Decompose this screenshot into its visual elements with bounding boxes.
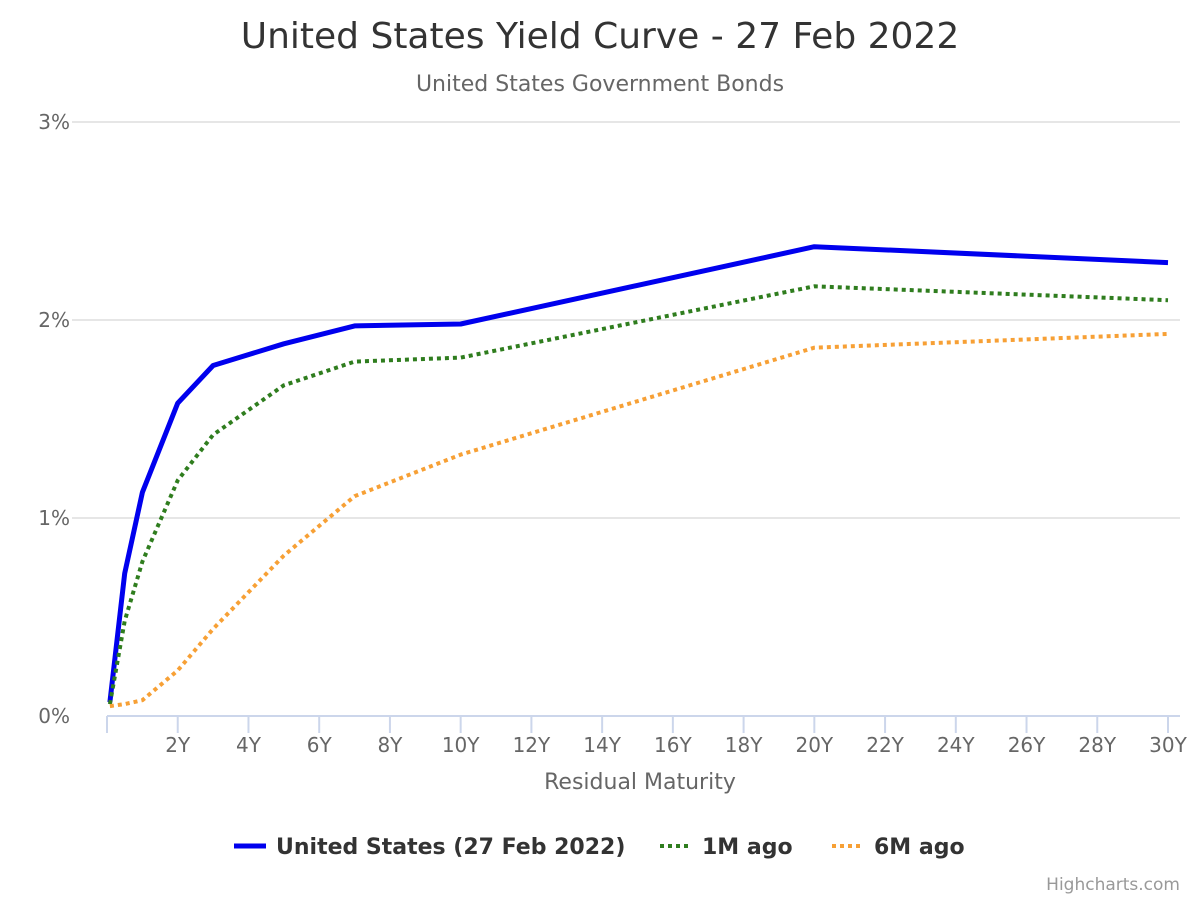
- legend-item[interactable]: 1M ago: [660, 835, 793, 860]
- series-lines: [107, 244, 1169, 709]
- series-line-3[interactable]: [109, 331, 1169, 709]
- chart-subtitle: United States Government Bonds: [416, 72, 784, 97]
- x-tick-label: 24Y: [937, 733, 975, 757]
- x-tick-label: 22Y: [866, 733, 904, 757]
- y-tick-label: 1%: [38, 506, 70, 530]
- series-line-2[interactable]: [107, 284, 1169, 705]
- legend-item[interactable]: 6M ago: [832, 835, 965, 860]
- x-tick-label: 4Y: [236, 733, 262, 757]
- series-line-1[interactable]: [107, 244, 1169, 703]
- credits-link[interactable]: Highcharts.com: [1046, 875, 1180, 895]
- x-tick-label: 12Y: [513, 733, 551, 757]
- x-axis-title: Residual Maturity: [544, 770, 736, 795]
- legend: United States (27 Feb 2022) 1M ago 6M ago: [234, 835, 965, 860]
- x-tick-label: 8Y: [377, 733, 403, 757]
- x-tick-label: 2Y: [165, 733, 191, 757]
- x-tick-label: 20Y: [795, 733, 833, 757]
- y-tick-label: 3%: [38, 110, 70, 134]
- x-axis: 2Y 4Y 6Y 8Y 10Y 12Y 14Y 16Y 18Y 20Y 22Y 24Y 26Y 28Y 30…: [106, 715, 1188, 757]
- x-tick-label: 6Y: [307, 733, 333, 757]
- grid-lines: [72, 121, 1180, 519]
- x-tick-label: 18Y: [725, 733, 763, 757]
- x-tick-label: 30Y: [1149, 733, 1187, 757]
- x-tick-label: 16Y: [654, 733, 692, 757]
- y-tick-label: 0%: [38, 704, 70, 728]
- y-axis-labels: 0% 1% 2% 3%: [38, 110, 70, 728]
- legend-label: 1M ago: [702, 835, 793, 860]
- chart-title: United States Yield Curve - 27 Feb 2022: [241, 16, 960, 57]
- legend-label: United States (27 Feb 2022): [276, 835, 625, 860]
- legend-label: 6M ago: [874, 835, 965, 860]
- y-tick-label: 2%: [38, 308, 70, 332]
- legend-item[interactable]: United States (27 Feb 2022): [234, 835, 625, 860]
- x-tick-label: 26Y: [1008, 733, 1046, 757]
- x-tick-label: 28Y: [1078, 733, 1116, 757]
- x-tick-label: 14Y: [583, 733, 621, 757]
- x-tick-label: 10Y: [442, 733, 480, 757]
